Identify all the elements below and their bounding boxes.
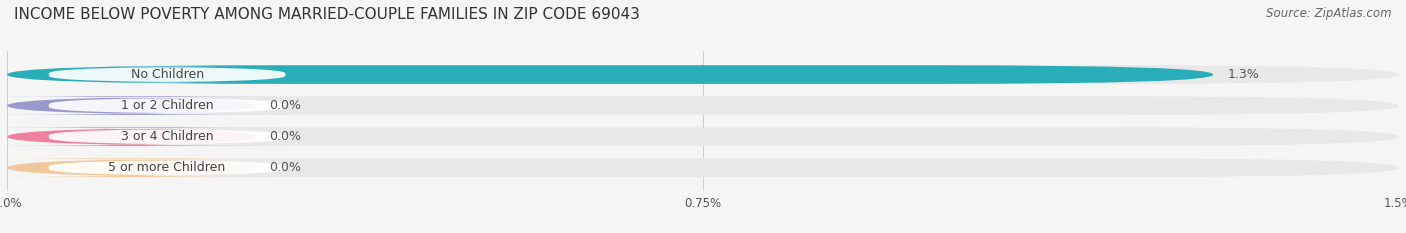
FancyBboxPatch shape <box>7 65 1213 84</box>
FancyBboxPatch shape <box>0 158 285 177</box>
FancyBboxPatch shape <box>7 65 1399 84</box>
Text: 1.3%: 1.3% <box>1227 68 1258 81</box>
FancyBboxPatch shape <box>0 127 285 146</box>
Text: 0.0%: 0.0% <box>270 99 301 112</box>
FancyBboxPatch shape <box>0 96 285 115</box>
FancyBboxPatch shape <box>49 160 285 176</box>
Text: 1 or 2 Children: 1 or 2 Children <box>121 99 214 112</box>
Text: 0.0%: 0.0% <box>270 130 301 143</box>
Text: 3 or 4 Children: 3 or 4 Children <box>121 130 214 143</box>
Text: No Children: No Children <box>131 68 204 81</box>
FancyBboxPatch shape <box>7 158 1399 177</box>
FancyBboxPatch shape <box>49 98 285 113</box>
Text: Source: ZipAtlas.com: Source: ZipAtlas.com <box>1267 7 1392 20</box>
Text: 0.0%: 0.0% <box>270 161 301 174</box>
FancyBboxPatch shape <box>49 129 285 144</box>
FancyBboxPatch shape <box>49 67 285 82</box>
FancyBboxPatch shape <box>7 127 1399 146</box>
Text: INCOME BELOW POVERTY AMONG MARRIED-COUPLE FAMILIES IN ZIP CODE 69043: INCOME BELOW POVERTY AMONG MARRIED-COUPL… <box>14 7 640 22</box>
FancyBboxPatch shape <box>7 96 1399 115</box>
Text: 5 or more Children: 5 or more Children <box>108 161 226 174</box>
